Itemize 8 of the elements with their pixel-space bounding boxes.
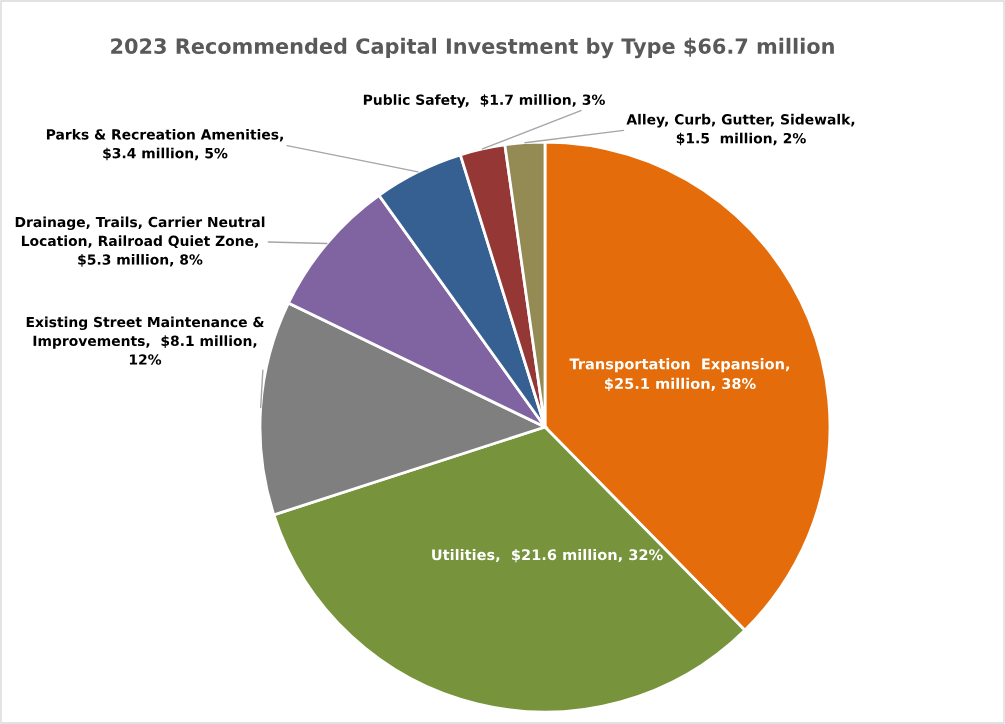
slice-label: Existing Street Maintenance & Improvements, $8.1 million, 12% xyxy=(26,316,264,365)
chart-title: 2023 Recommended Capital Investment by Type $66.7 million xyxy=(111,37,834,59)
slice-label: Drainage, Trails, Carrier Neutral Location, Railroad Quiet Zone, $5.3 million, 8% xyxy=(15,216,265,267)
slice-label: Transportation Expansion, $25.1 million, 38% xyxy=(569,358,790,391)
slice-label: Utilities, $21.6 million, 32% xyxy=(432,548,663,563)
slice-label: Public Safety, $1.7 million, 3% xyxy=(363,94,605,108)
slice-label: Parks & Recreation Amenities, $3.4 million, 5% xyxy=(46,128,283,161)
slice-label: Alley, Curb, Gutter, Sidewalk, $1.5 million, 2% xyxy=(626,113,855,146)
